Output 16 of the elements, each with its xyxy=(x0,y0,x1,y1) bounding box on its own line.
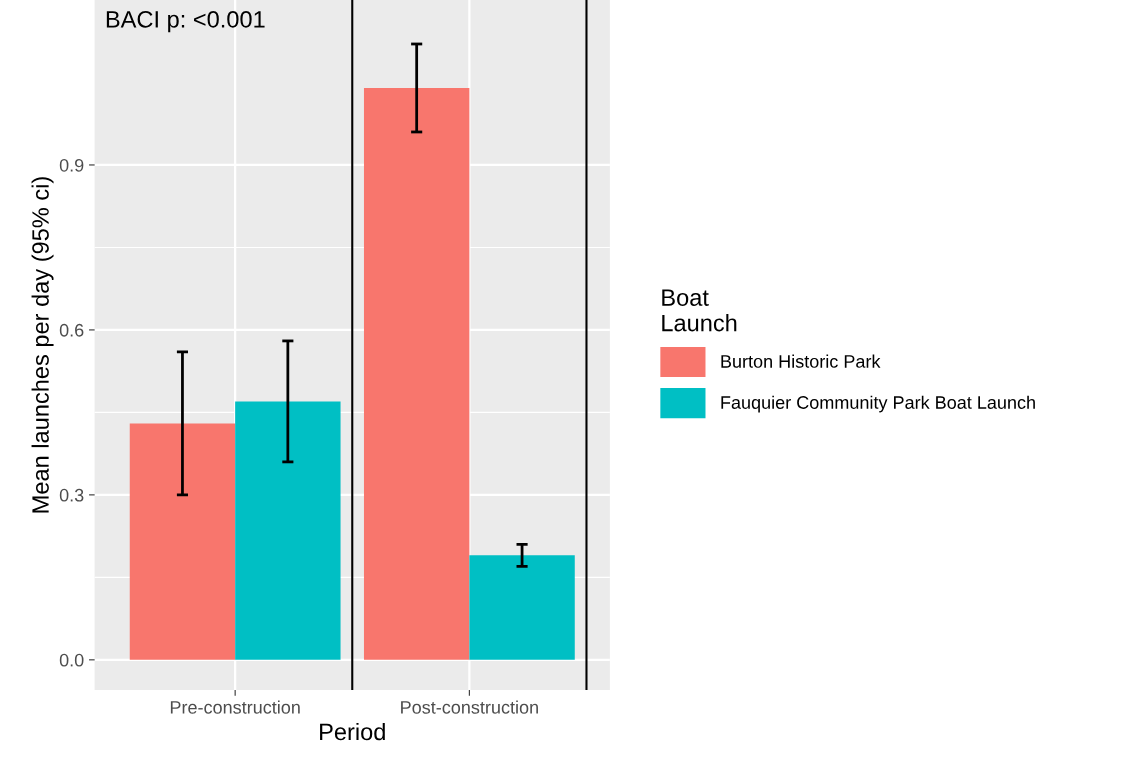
y-tick-label: 0.6 xyxy=(59,323,84,337)
y-tick-label: 0.0 xyxy=(59,653,84,667)
legend-title: Boat Launch xyxy=(662,289,737,332)
legend-label: Fauquier Community Park Boat Launch xyxy=(721,395,1035,413)
bar xyxy=(235,401,341,660)
annotation: BACI p: <0.001 xyxy=(106,10,265,33)
x-axis-title: Period xyxy=(320,722,385,741)
x-tick-label: Post-construction xyxy=(401,700,538,714)
x-tick-label: Pre-construction xyxy=(170,700,300,714)
y-axis-title: Mean launches per day (95% ci) xyxy=(31,177,54,513)
bar xyxy=(363,87,470,660)
y-tick-label: 0.9 xyxy=(59,158,84,172)
legend-label: Burton Historic Park xyxy=(721,354,881,368)
bar xyxy=(469,555,575,660)
bar xyxy=(129,423,236,660)
y-tick-label: 0.3 xyxy=(59,488,84,502)
